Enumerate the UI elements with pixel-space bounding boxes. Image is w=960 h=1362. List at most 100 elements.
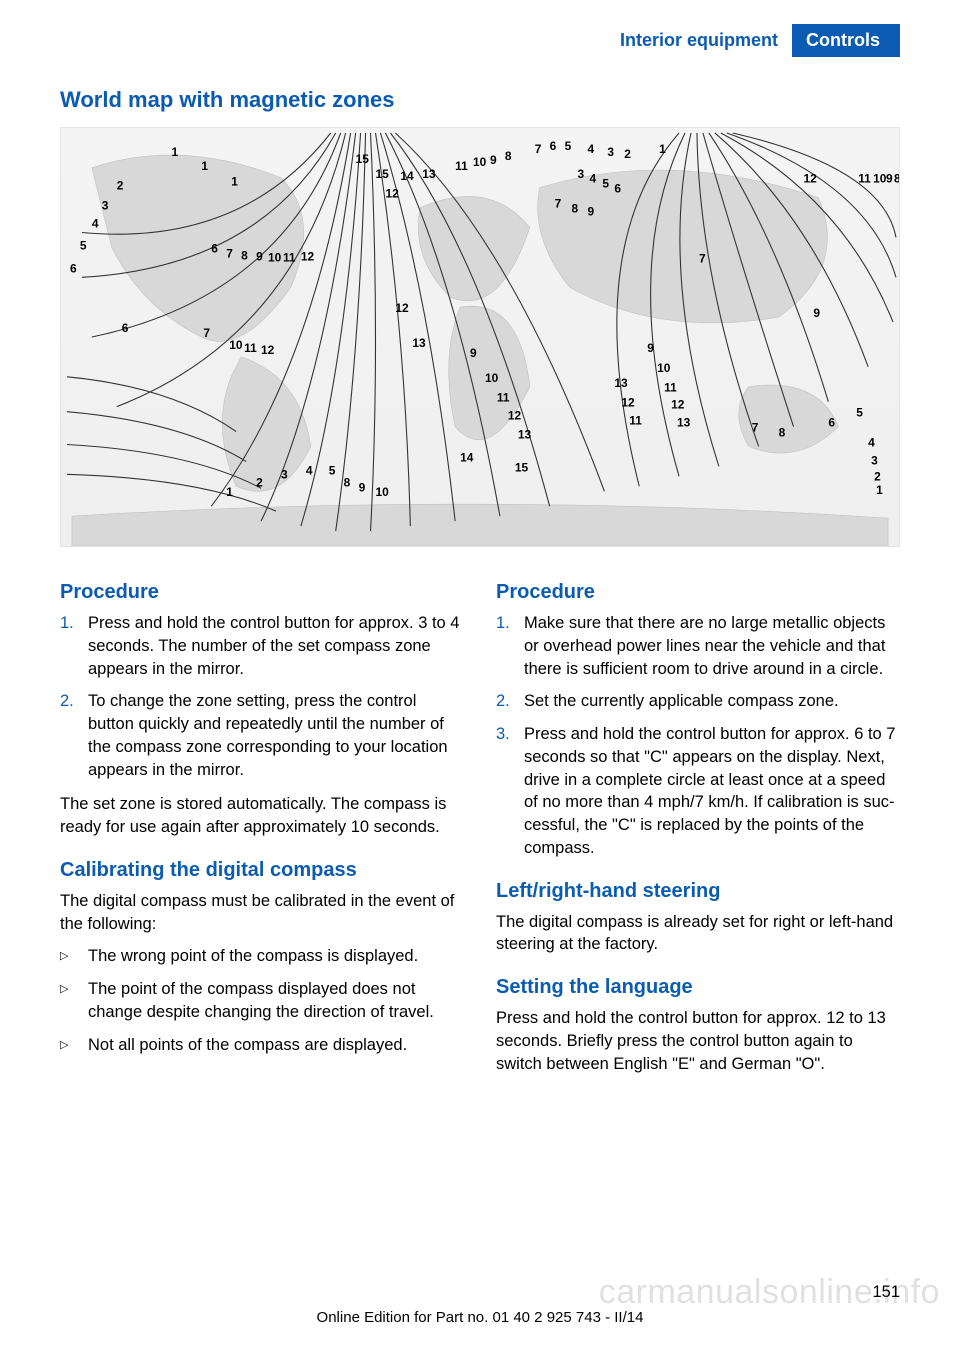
triangle-bullet-icon: ▷: [60, 978, 88, 1024]
svg-text:3: 3: [281, 467, 288, 481]
svg-text:8: 8: [505, 149, 512, 163]
language-text: Press and hold the control button for ap…: [496, 1007, 900, 1075]
steering-heading: Left/right-hand steering: [496, 880, 900, 903]
svg-text:10: 10: [229, 338, 243, 352]
page-number: 151: [872, 1283, 900, 1302]
svg-text:6: 6: [828, 416, 835, 430]
svg-text:11: 11: [629, 414, 642, 428]
svg-text:6: 6: [122, 321, 129, 335]
svg-text:10: 10: [873, 172, 887, 186]
page-title: World map with magnetic zones: [60, 87, 900, 113]
list-number: 1.: [60, 612, 88, 680]
list-text: Press and hold the control button for ap…: [524, 723, 900, 860]
header-chapter-label: Controls: [792, 24, 900, 57]
right-column: Procedure 1.Make sure that there are no …: [496, 575, 900, 1085]
svg-text:1: 1: [876, 483, 883, 497]
list-text: Press and hold the control button for ap…: [88, 612, 464, 680]
svg-text:11: 11: [664, 381, 677, 395]
svg-text:12: 12: [395, 301, 409, 315]
svg-text:9: 9: [359, 480, 366, 494]
svg-text:15: 15: [376, 167, 390, 181]
svg-text:9: 9: [813, 306, 820, 320]
svg-text:4: 4: [306, 463, 313, 477]
calibrating-intro: The digital compass must be calibrated i…: [60, 890, 464, 936]
steering-text: The digital compass is already set for r…: [496, 911, 900, 957]
svg-text:9: 9: [587, 205, 594, 219]
svg-text:1: 1: [659, 142, 666, 156]
magnetic-zone-map-figure: 111 234 56 6 6789101112 7101112 15151413…: [60, 127, 900, 547]
svg-text:9: 9: [886, 172, 893, 186]
two-column-layout: Procedure 1.Press and hold the control b…: [60, 575, 900, 1085]
triangle-bullet-icon: ▷: [60, 1034, 88, 1057]
procedure-heading-left: Procedure: [60, 581, 464, 604]
svg-text:10: 10: [376, 485, 390, 499]
svg-text:9: 9: [490, 153, 497, 167]
svg-text:11: 11: [858, 172, 871, 186]
list-number: 2.: [60, 690, 88, 781]
svg-text:4: 4: [868, 435, 875, 449]
list-text: Make sure that there are no large metall…: [524, 612, 900, 680]
list-item: ▷The wrong point of the compass is dis­p…: [60, 945, 464, 968]
list-number: 3.: [496, 723, 524, 860]
svg-text:1: 1: [201, 159, 208, 173]
list-item: ▷The point of the compass displayed does…: [60, 978, 464, 1024]
svg-text:3: 3: [607, 145, 614, 159]
list-text: Set the currently applicable compass zon…: [524, 690, 839, 713]
svg-text:11: 11: [497, 391, 510, 405]
svg-text:15: 15: [515, 460, 529, 474]
procedure-list-right: 1.Make sure that there are no large meta…: [496, 612, 900, 860]
svg-text:3: 3: [871, 453, 878, 467]
triangle-bullet-icon: ▷: [60, 945, 88, 968]
page-content: World map with magnetic zones: [0, 57, 960, 1085]
svg-text:1: 1: [171, 145, 178, 159]
svg-text:8: 8: [572, 202, 579, 216]
svg-text:4: 4: [92, 217, 99, 231]
svg-text:4: 4: [589, 172, 596, 186]
calibrating-heading: Calibrating the digital compass: [60, 859, 464, 882]
procedure-heading-right: Procedure: [496, 581, 900, 604]
svg-text:12: 12: [301, 249, 315, 263]
svg-text:6: 6: [550, 139, 557, 153]
svg-text:12: 12: [803, 172, 817, 186]
svg-text:1: 1: [226, 485, 233, 499]
svg-text:12: 12: [671, 398, 685, 412]
footer-text: Online Edition for Part no. 01 40 2 925 …: [0, 1309, 960, 1326]
svg-text:5: 5: [856, 406, 863, 420]
svg-text:7: 7: [555, 197, 562, 211]
procedure-note: The set zone is stored automatically. Th…: [60, 793, 464, 839]
svg-text:12: 12: [621, 396, 635, 410]
language-heading: Setting the language: [496, 976, 900, 999]
svg-text:7: 7: [699, 251, 706, 265]
svg-text:12: 12: [261, 343, 275, 357]
header-section-label: Interior equipment: [606, 24, 792, 57]
list-text: The wrong point of the compass is dis­pl…: [88, 945, 418, 968]
svg-text:10: 10: [268, 250, 282, 264]
svg-text:10: 10: [473, 155, 487, 169]
list-item: ▷Not all points of the compass are dis­p…: [60, 1034, 464, 1057]
svg-text:6: 6: [614, 182, 621, 196]
list-item: 1.Press and hold the control button for …: [60, 612, 464, 680]
list-item: 3.Press and hold the control button for …: [496, 723, 900, 860]
map-svg: 111 234 56 6 6789101112 7101112 15151413…: [61, 128, 899, 546]
svg-text:6: 6: [211, 241, 218, 255]
list-number: 2.: [496, 690, 524, 713]
procedure-list-left: 1.Press and hold the control button for …: [60, 612, 464, 781]
svg-text:9: 9: [256, 249, 263, 263]
svg-text:7: 7: [203, 326, 210, 340]
svg-text:13: 13: [614, 376, 628, 390]
svg-text:13: 13: [518, 428, 532, 442]
svg-text:13: 13: [412, 336, 426, 350]
svg-text:2: 2: [624, 147, 631, 161]
list-item: 1.Make sure that there are no large meta…: [496, 612, 900, 680]
svg-text:14: 14: [460, 450, 474, 464]
svg-text:3: 3: [102, 199, 109, 213]
svg-text:7: 7: [226, 246, 233, 260]
svg-text:5: 5: [329, 463, 336, 477]
left-column: Procedure 1.Press and hold the control b…: [60, 575, 464, 1085]
svg-text:7: 7: [752, 421, 759, 435]
svg-text:8: 8: [894, 172, 899, 186]
svg-text:11: 11: [283, 250, 296, 264]
page-header: Interior equipment Controls: [0, 0, 960, 57]
svg-text:5: 5: [80, 238, 87, 252]
svg-text:2: 2: [256, 475, 263, 489]
